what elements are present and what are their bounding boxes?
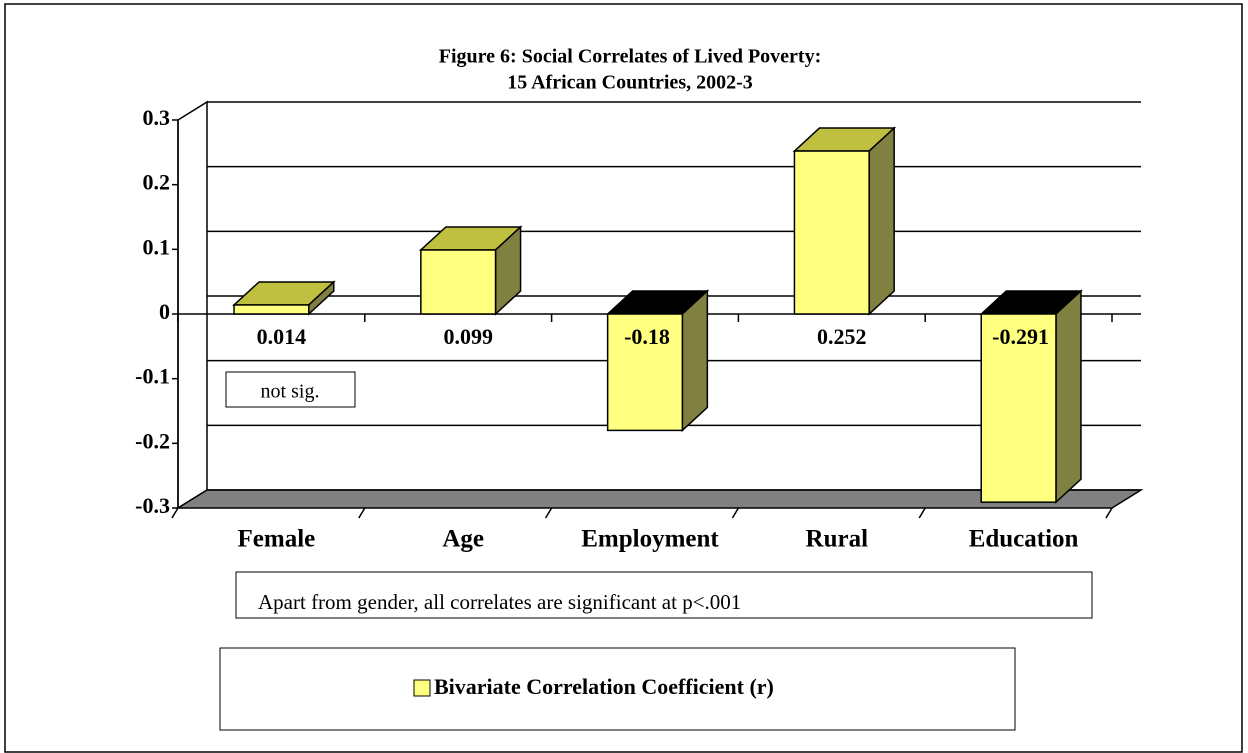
y-tick-label: 0.1 bbox=[143, 234, 171, 259]
chart-title: Figure 6: Social Correlates of Lived Pov… bbox=[439, 46, 822, 68]
data-label: 0.014 bbox=[257, 324, 307, 349]
bar bbox=[420, 249, 497, 315]
bar-side bbox=[1055, 289, 1082, 504]
data-label: 0.252 bbox=[817, 324, 867, 349]
bar-side bbox=[868, 126, 895, 316]
annotation-box bbox=[225, 371, 356, 408]
y-tick-label: 0.2 bbox=[143, 170, 171, 195]
annotation: not sig. bbox=[261, 381, 320, 403]
x-tick bbox=[171, 507, 179, 519]
note: Apart from gender, all correlates are si… bbox=[258, 590, 741, 614]
side-wall bbox=[177, 100, 208, 510]
x-tick-label: Employment bbox=[581, 526, 719, 553]
y-tick-label: 0.3 bbox=[143, 105, 171, 130]
data-label: -0.291 bbox=[992, 324, 1049, 349]
plot: -0.3 -0.2 -0.1 0 0.1 0.2 0.3 Female 0.014 Age 0.09… bbox=[135, 100, 1144, 553]
x-tick-label: Female bbox=[238, 526, 316, 553]
y-tick-label: -0.3 bbox=[135, 493, 170, 518]
x-tick bbox=[1105, 507, 1113, 519]
y-tick-label: 0 bbox=[159, 299, 170, 324]
bar-side bbox=[681, 289, 709, 433]
x-tick bbox=[731, 507, 740, 519]
data-label: 0.099 bbox=[443, 324, 493, 349]
note-box bbox=[235, 571, 1093, 619]
legend-label: Bivariate Correlation Coefficient (r) bbox=[434, 674, 774, 699]
x-tick-label: Education bbox=[969, 526, 1079, 553]
y-tick-label: -0.1 bbox=[135, 364, 170, 389]
data-label: -0.18 bbox=[624, 324, 670, 349]
legend-swatch bbox=[413, 679, 431, 697]
bar bbox=[233, 304, 310, 315]
x-tick bbox=[918, 507, 926, 519]
chart-title: 15 African Countries, 2002-3 bbox=[507, 72, 753, 94]
y-tick-label: -0.2 bbox=[135, 428, 170, 453]
bar bbox=[980, 313, 1057, 503]
legend bbox=[219, 647, 1016, 731]
x-tick-label: Age bbox=[442, 526, 484, 553]
x-tick bbox=[358, 507, 366, 519]
x-tick bbox=[544, 507, 553, 519]
x-tick-label: Rural bbox=[806, 526, 869, 553]
bar bbox=[793, 150, 870, 315]
bar bbox=[606, 313, 684, 432]
